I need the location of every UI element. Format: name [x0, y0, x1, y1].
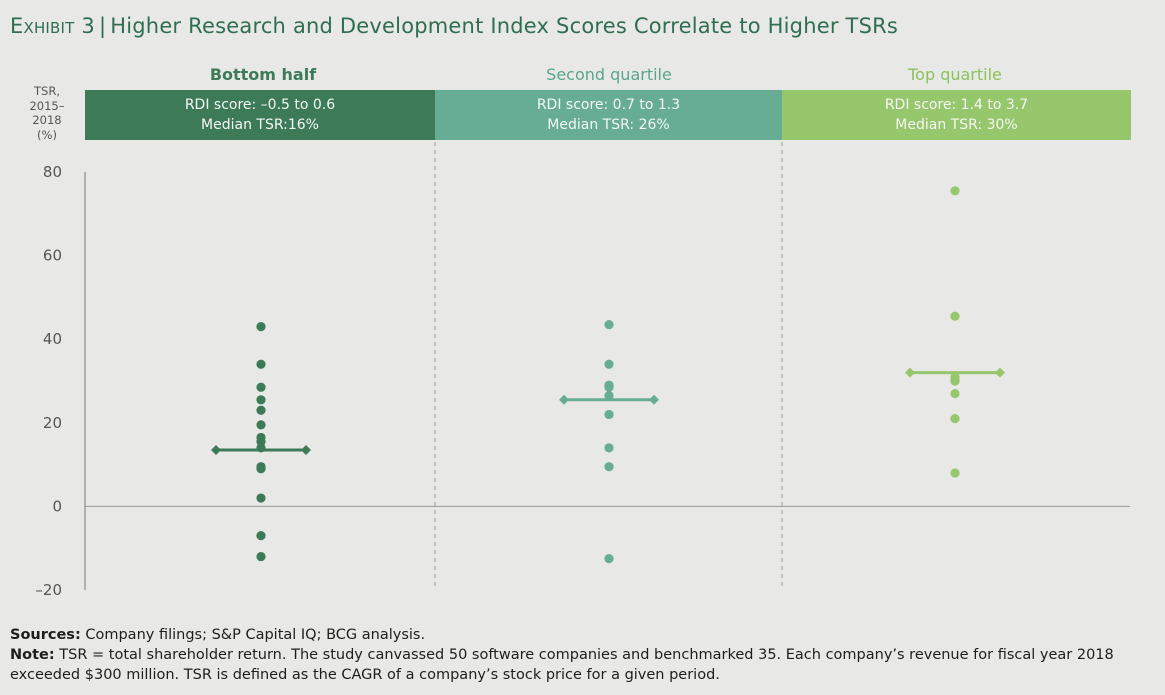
footer: Sources: Company filings; S&P Capital IQ…	[10, 625, 1150, 685]
exhibit-number: Exhibit 3	[10, 14, 95, 38]
data-point	[256, 420, 266, 430]
note-text: TSR = total shareholder return. The stud…	[10, 647, 1114, 683]
data-point	[256, 382, 266, 392]
band-median: Median TSR:16%	[201, 117, 319, 133]
sources-text: Company filings; S&P Capital IQ; BCG ana…	[85, 627, 426, 643]
y-tick-label: 40	[43, 330, 62, 348]
note-label: Note:	[10, 647, 55, 663]
data-point	[604, 409, 614, 420]
y-axis-label: TSR, 2015– 2018 (%)	[22, 84, 72, 142]
data-point	[256, 493, 266, 503]
note-line: Note: TSR = total shareholder return. Th…	[10, 645, 1150, 685]
y-axis-label-line: 2018	[32, 113, 62, 127]
y-axis-label-line: TSR,	[34, 84, 60, 98]
data-point	[256, 359, 266, 369]
data-point	[950, 468, 960, 478]
median-line-end-marker	[995, 367, 1005, 378]
median-line-end-marker	[905, 367, 915, 378]
data-point	[604, 554, 614, 564]
group-label-bottom-half: Bottom half	[209, 65, 317, 84]
data-point	[950, 376, 960, 386]
data-point	[256, 531, 266, 541]
data-point	[604, 443, 614, 453]
data-point	[950, 388, 960, 399]
data-point	[256, 551, 266, 562]
data-point	[256, 322, 266, 332]
chart-title: Exhibit 3 | Higher Research and Developmen…	[10, 14, 898, 38]
band-top-quartile: RDI score: 1.4 to 3.7 Median TSR: 30%	[782, 90, 1131, 140]
data-point	[256, 395, 266, 405]
band-second-quartile: RDI score: 0.7 to 1.3 Median TSR: 26%	[435, 90, 782, 140]
title-text: Higher Research and Development Index Sc…	[110, 14, 899, 38]
sources-line: Sources: Company filings; S&P Capital IQ…	[10, 625, 1150, 645]
median-line-end-marker	[649, 394, 659, 405]
data-point	[604, 382, 614, 392]
band-bottom-half: RDI score: –0.5 to 0.6 Median TSR:16%	[85, 90, 435, 140]
y-tick-label: –20	[35, 581, 62, 599]
y-axis-label-line: (%)	[37, 127, 57, 142]
y-tick-label: 20	[43, 414, 62, 432]
band-rdi: RDI score: 0.7 to 1.3	[536, 97, 681, 113]
y-tick-label: 0	[52, 497, 62, 515]
band-median: Median TSR: 26%	[547, 117, 670, 133]
median-line-end-marker	[211, 444, 221, 455]
group-label-second-quartile: Second quartile	[546, 65, 672, 84]
data-point	[604, 359, 614, 369]
band-rdi: RDI score: 1.4 to 3.7	[884, 97, 1029, 113]
median-line-end-marker	[559, 394, 569, 405]
data-point	[256, 405, 266, 415]
y-tick-label: 80	[43, 163, 62, 181]
title-separator: |	[98, 14, 107, 38]
data-point	[950, 414, 960, 424]
median-line-end-marker	[301, 444, 311, 455]
y-tick-label: 60	[43, 247, 62, 265]
group-label-top-quartile: Top quartile	[908, 65, 1002, 84]
data-point	[950, 186, 960, 196]
band-rdi: RDI score: –0.5 to 0.6	[184, 97, 336, 113]
sources-label: Sources:	[10, 627, 81, 643]
band-median: Median TSR: 30%	[895, 117, 1018, 133]
data-point	[256, 464, 266, 474]
data-point	[604, 319, 614, 330]
data-point	[950, 311, 960, 321]
data-point	[604, 462, 614, 472]
y-axis-label-line: 2015–	[29, 98, 65, 113]
data-point	[604, 391, 614, 401]
